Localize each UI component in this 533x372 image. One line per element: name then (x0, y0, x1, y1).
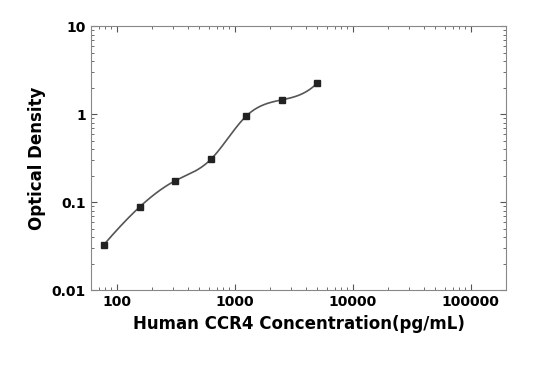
X-axis label: Human CCR4 Concentration(pg/mL): Human CCR4 Concentration(pg/mL) (133, 315, 464, 333)
Y-axis label: Optical Density: Optical Density (28, 86, 46, 230)
